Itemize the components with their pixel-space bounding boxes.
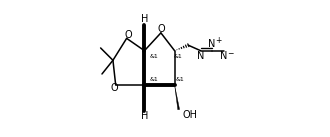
Text: &1: &1 bbox=[149, 54, 158, 59]
Text: +: + bbox=[215, 35, 221, 45]
Text: N: N bbox=[197, 51, 204, 61]
Text: OH: OH bbox=[182, 110, 197, 120]
Text: &1: &1 bbox=[149, 77, 158, 82]
Text: N: N bbox=[220, 51, 228, 61]
Text: O: O bbox=[125, 30, 133, 40]
Text: H: H bbox=[141, 112, 148, 121]
Text: O: O bbox=[158, 24, 165, 34]
Text: O: O bbox=[110, 83, 118, 93]
Polygon shape bbox=[175, 85, 180, 110]
Text: H: H bbox=[141, 14, 148, 24]
Text: &1: &1 bbox=[175, 77, 184, 82]
Text: N: N bbox=[208, 39, 215, 49]
Text: −: − bbox=[227, 50, 234, 59]
Text: &1: &1 bbox=[174, 54, 182, 59]
